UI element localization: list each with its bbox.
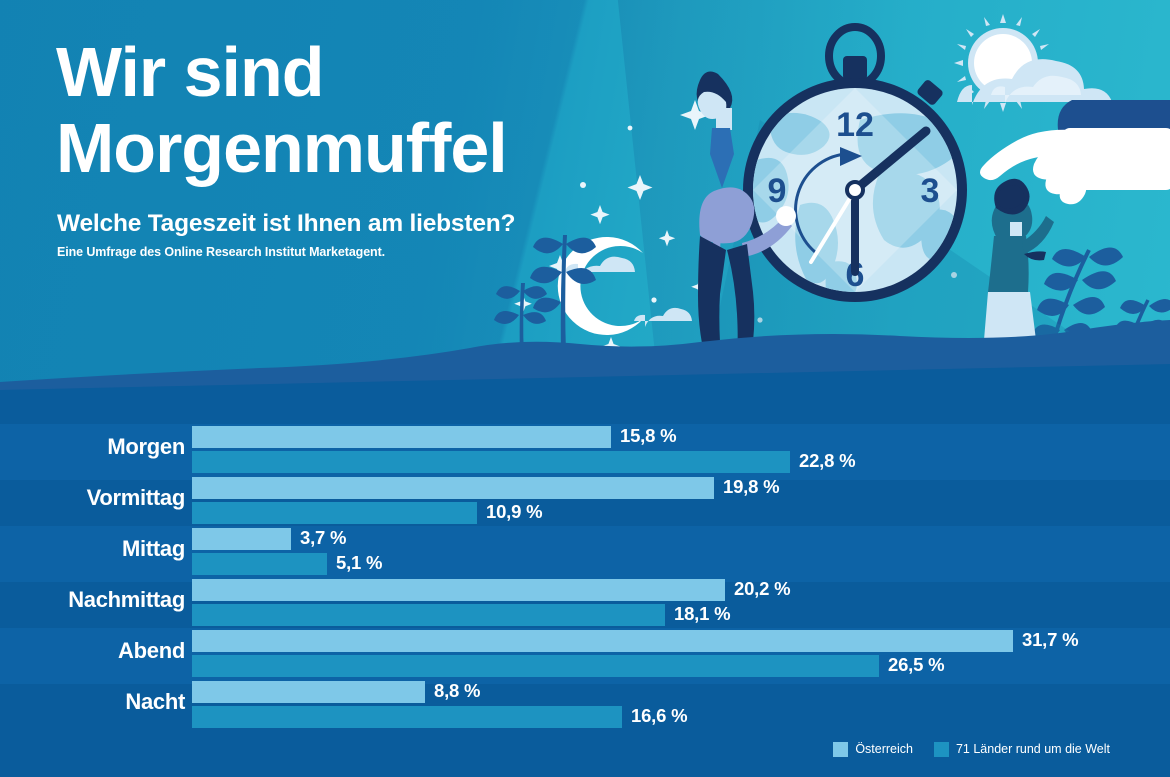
bar-value-nacht-austria: 8,8 % — [434, 680, 481, 701]
clock-number-12: 12 — [836, 106, 874, 144]
bar-group-abend: Abend 31,7 % 26,5 % — [0, 628, 1170, 679]
category-label-vormittag: Vormittag — [86, 485, 186, 510]
bar-value-morgen-world: 22,8 % — [799, 450, 856, 471]
bar-vormittag-austria — [192, 477, 714, 499]
hero-banner: 12 3 6 9 — [0, 0, 1170, 400]
bar-nacht-austria — [192, 681, 425, 703]
bar-value-nachmittag-austria: 20,2 % — [734, 578, 791, 599]
clock-number-9: 9 — [768, 172, 787, 210]
bar-group-nacht: Nacht 8,8 % 16,6 % — [0, 679, 1170, 730]
bar-value-vormittag-austria: 19,8 % — [723, 476, 780, 497]
category-label-abend: Abend — [118, 638, 185, 663]
bar-group-morgen: Morgen 15,8 % 22,8 % — [0, 424, 1170, 475]
category-label-mittag: Mittag — [122, 536, 185, 561]
legend-label-austria: Österreich — [855, 742, 913, 756]
page-title: Wir sind Morgenmuffel — [56, 33, 508, 187]
bar-nacht-world — [192, 706, 622, 728]
bar-value-abend-austria: 31,7 % — [1022, 629, 1079, 650]
sun-and-clouds-decoration — [954, 14, 1112, 112]
bar-mittag-austria — [192, 528, 291, 550]
moon-and-clouds-decoration — [557, 237, 692, 335]
bar-abend-austria — [192, 630, 1013, 652]
legend-swatch-world — [933, 741, 949, 757]
bar-value-mittag-world: 5,1 % — [336, 552, 383, 573]
legend-item-world[interactable]: 71 Länder rund um die Welt — [933, 741, 1110, 757]
chart-legend: Österreich 71 Länder rund um die Welt — [833, 741, 1110, 757]
bar-group-mittag: Mittag 3,7 % 5,1 % — [0, 526, 1170, 577]
bar-value-morgen-austria: 15,8 % — [620, 425, 677, 446]
category-label-nachmittag: Nachmittag — [68, 587, 185, 612]
bar-nachmittag-austria — [192, 579, 725, 601]
bar-nachmittag-world — [192, 604, 665, 626]
bar-value-nachmittag-world: 18,1 % — [674, 603, 731, 624]
stopwatch-clock-illustration: 12 3 6 9 — [700, 23, 1170, 400]
category-label-morgen: Morgen — [107, 434, 185, 459]
legend-item-austria[interactable]: Österreich — [833, 741, 913, 757]
bar-group-nachmittag: Nachmittag 20,2 % 18,1 % — [0, 577, 1170, 628]
bar-value-nacht-world: 16,6 % — [631, 705, 688, 726]
category-label-nacht: Nacht — [125, 689, 185, 714]
bar-value-abend-world: 26,5 % — [888, 654, 945, 675]
bar-mittag-world — [192, 553, 327, 575]
clock-number-3: 3 — [921, 172, 940, 210]
bar-value-vormittag-world: 10,9 % — [486, 501, 543, 522]
source-note: Eine Umfrage des Online Research Institu… — [57, 245, 386, 259]
plants-left-decoration — [494, 235, 596, 355]
bar-abend-world — [192, 655, 879, 677]
bar-morgen-austria — [192, 426, 611, 448]
bar-group-vormittag: Vormittag 19,8 % 10,9 % — [0, 475, 1170, 526]
legend-label-world: 71 Länder rund um die Welt — [955, 742, 1110, 756]
bar-chart: Morgen 15,8 % 22,8 % Vormittag 19,8 % 10… — [0, 400, 1170, 777]
bar-morgen-world — [192, 451, 790, 473]
bar-vormittag-world — [192, 502, 477, 524]
pointing-hand-illustration — [980, 100, 1170, 205]
page-subtitle: Welche Tageszeit ist Ihnen am liebsten? — [57, 210, 516, 237]
man-figure-illustration — [688, 71, 796, 379]
bar-value-mittag-austria: 3,7 % — [300, 527, 347, 548]
legend-swatch-austria — [833, 741, 849, 757]
ground-silhouette — [0, 320, 1170, 400]
